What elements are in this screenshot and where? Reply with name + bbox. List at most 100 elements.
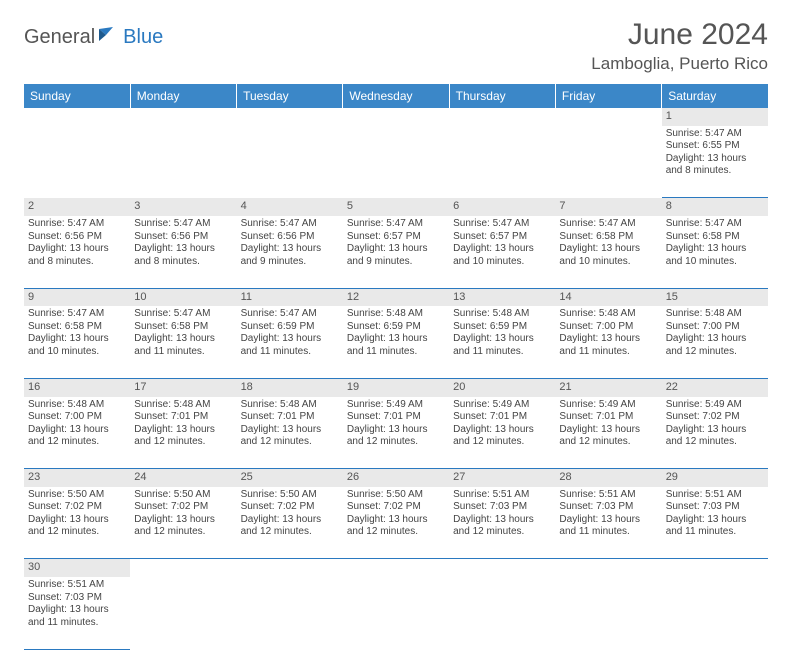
day-number: 1 — [662, 108, 768, 126]
daylight-text: Daylight: 13 hours and 12 minutes. — [28, 424, 126, 449]
sunrise-text: Sunrise: 5:47 AM — [134, 308, 232, 321]
day-number: 12 — [343, 288, 449, 306]
weekday-header: Thursday — [449, 84, 555, 108]
sunset-text: Sunset: 7:00 PM — [559, 321, 657, 334]
day-number: 18 — [237, 378, 343, 396]
daylight-text: Daylight: 13 hours and 12 minutes. — [347, 424, 445, 449]
day-cell: Sunrise: 5:50 AMSunset: 7:02 PMDaylight:… — [343, 487, 449, 559]
day-number: 6 — [449, 198, 555, 216]
day-cell: Sunrise: 5:49 AMSunset: 7:01 PMDaylight:… — [449, 397, 555, 469]
day-number — [662, 559, 768, 577]
day-cell: Sunrise: 5:48 AMSunset: 6:59 PMDaylight:… — [343, 306, 449, 378]
flag-icon — [99, 27, 121, 48]
daylight-text: Daylight: 13 hours and 12 minutes. — [241, 424, 339, 449]
sunset-text: Sunset: 6:56 PM — [134, 231, 232, 244]
day-cell: Sunrise: 5:47 AMSunset: 6:56 PMDaylight:… — [237, 216, 343, 288]
sunset-text: Sunset: 6:58 PM — [134, 321, 232, 334]
sunrise-text: Sunrise: 5:48 AM — [666, 308, 764, 321]
sunrise-text: Sunrise: 5:48 AM — [134, 399, 232, 412]
day-cell: Sunrise: 5:48 AMSunset: 7:00 PMDaylight:… — [555, 306, 661, 378]
sunrise-text: Sunrise: 5:47 AM — [241, 308, 339, 321]
day-number-row: 30 — [24, 559, 768, 577]
day-cell: Sunrise: 5:47 AMSunset: 6:56 PMDaylight:… — [24, 216, 130, 288]
brand-text-2: Blue — [123, 26, 163, 49]
weekday-header: Tuesday — [237, 84, 343, 108]
day-detail-row: Sunrise: 5:51 AMSunset: 7:03 PMDaylight:… — [24, 577, 768, 649]
day-cell: Sunrise: 5:48 AMSunset: 7:00 PMDaylight:… — [24, 397, 130, 469]
day-detail-row: Sunrise: 5:47 AMSunset: 6:58 PMDaylight:… — [24, 306, 768, 378]
daylight-text: Daylight: 13 hours and 8 minutes. — [666, 153, 764, 178]
daylight-text: Daylight: 13 hours and 8 minutes. — [28, 243, 126, 268]
daylight-text: Daylight: 13 hours and 10 minutes. — [28, 333, 126, 358]
day-cell — [237, 126, 343, 198]
sunset-text: Sunset: 7:02 PM — [666, 411, 764, 424]
sunset-text: Sunset: 7:02 PM — [241, 501, 339, 514]
sunset-text: Sunset: 7:03 PM — [28, 592, 126, 605]
day-cell — [130, 126, 236, 198]
sunset-text: Sunset: 7:03 PM — [453, 501, 551, 514]
daylight-text: Daylight: 13 hours and 11 minutes. — [453, 333, 551, 358]
sunrise-text: Sunrise: 5:50 AM — [134, 489, 232, 502]
day-cell: Sunrise: 5:48 AMSunset: 6:59 PMDaylight:… — [449, 306, 555, 378]
sunrise-text: Sunrise: 5:49 AM — [347, 399, 445, 412]
day-cell: Sunrise: 5:51 AMSunset: 7:03 PMDaylight:… — [449, 487, 555, 559]
weekday-header: Saturday — [662, 84, 768, 108]
day-number — [343, 108, 449, 126]
day-number-row: 23242526272829 — [24, 469, 768, 487]
sunrise-text: Sunrise: 5:48 AM — [241, 399, 339, 412]
day-number — [343, 559, 449, 577]
day-detail-row: Sunrise: 5:48 AMSunset: 7:00 PMDaylight:… — [24, 397, 768, 469]
day-number: 8 — [662, 198, 768, 216]
weekday-header: Wednesday — [343, 84, 449, 108]
sunset-text: Sunset: 6:57 PM — [453, 231, 551, 244]
day-cell: Sunrise: 5:47 AMSunset: 6:58 PMDaylight:… — [662, 216, 768, 288]
sunrise-text: Sunrise: 5:49 AM — [453, 399, 551, 412]
day-cell — [449, 577, 555, 649]
sunrise-text: Sunrise: 5:47 AM — [559, 218, 657, 231]
daylight-text: Daylight: 13 hours and 12 minutes. — [453, 424, 551, 449]
day-cell: Sunrise: 5:47 AMSunset: 6:58 PMDaylight:… — [130, 306, 236, 378]
sunrise-text: Sunrise: 5:47 AM — [28, 308, 126, 321]
daylight-text: Daylight: 13 hours and 11 minutes. — [28, 604, 126, 629]
day-cell: Sunrise: 5:49 AMSunset: 7:02 PMDaylight:… — [662, 397, 768, 469]
sunset-text: Sunset: 6:55 PM — [666, 140, 764, 153]
brand-text-1: General — [24, 26, 95, 49]
day-number: 19 — [343, 378, 449, 396]
daylight-text: Daylight: 13 hours and 12 minutes. — [453, 514, 551, 539]
title-block: June 2024 Lamboglia, Puerto Rico — [591, 18, 768, 74]
day-detail-row: Sunrise: 5:47 AM Sunset: 6:56 PM Daylight:… — [24, 216, 768, 288]
sunset-text: Sunset: 7:00 PM — [28, 411, 126, 424]
sunset-text: Sunset: 6:59 PM — [453, 321, 551, 334]
day-number: 2 — [24, 198, 130, 216]
sunrise-text: Sunrise: 5:47 AM — [666, 128, 764, 141]
day-cell: Sunrise: 5:48 AMSunset: 7:00 PMDaylight:… — [662, 306, 768, 378]
brand-logo: General Blue — [24, 18, 163, 49]
day-number — [555, 559, 661, 577]
sunset-text: Sunset: 7:01 PM — [453, 411, 551, 424]
sunset-text: Sunset: 7:02 PM — [347, 501, 445, 514]
day-cell — [237, 577, 343, 649]
day-cell — [555, 577, 661, 649]
sunrise-text: Sunrise: 5:50 AM — [241, 489, 339, 502]
day-number-row: 9101112131415 — [24, 288, 768, 306]
sunrise-text: Sunrise: 5:50 AM — [347, 489, 445, 502]
weekday-header: Monday — [130, 84, 236, 108]
day-number: 23 — [24, 469, 130, 487]
daylight-text: Daylight: 13 hours and 11 minutes. — [666, 514, 764, 539]
calendar-body: 1Sunrise: 5:47 AMSunset: 6:55 PMDaylight… — [24, 108, 768, 649]
header: General Blue June 2024 Lamboglia, Puerto… — [24, 18, 768, 74]
day-number — [237, 108, 343, 126]
day-cell — [662, 577, 768, 649]
daylight-text: Daylight: 13 hours and 11 minutes. — [134, 333, 232, 358]
day-cell: Sunrise: 5:50 AMSunset: 7:02 PMDaylight:… — [24, 487, 130, 559]
day-cell: Sunrise: 5:47 AMSunset: 6:57 PMDaylight:… — [343, 216, 449, 288]
day-detail-row: Sunrise: 5:47 AMSunset: 6:55 PMDaylight:… — [24, 126, 768, 198]
sunset-text: Sunset: 7:01 PM — [347, 411, 445, 424]
weekday-header: Friday — [555, 84, 661, 108]
daylight-text: Daylight: 13 hours and 12 minutes. — [666, 333, 764, 358]
day-cell: Sunrise: 5:51 AMSunset: 7:03 PMDaylight:… — [24, 577, 130, 649]
day-number — [449, 559, 555, 577]
daylight-text: Daylight: 13 hours and 11 minutes. — [559, 514, 657, 539]
day-number — [24, 108, 130, 126]
sunset-text: Sunset: 6:56 PM — [241, 231, 339, 244]
